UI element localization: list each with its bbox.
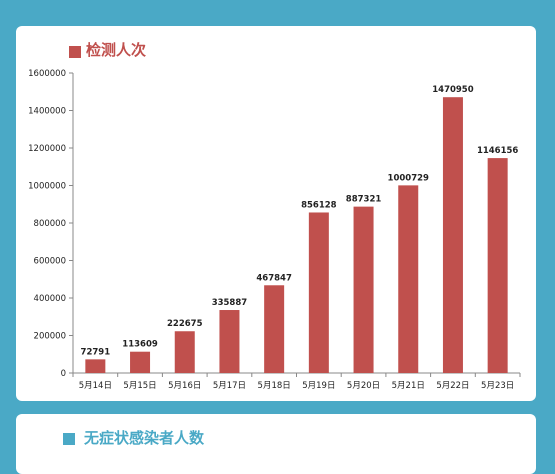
x-tick-label: 5月23日: [481, 381, 514, 391]
bar: [353, 206, 374, 373]
x-tick-label: 5月14日: [79, 381, 112, 391]
x-tick-label: 5月15日: [123, 381, 156, 391]
bar-value-label: 222675: [167, 319, 203, 329]
y-tick-label: 1200000: [28, 144, 66, 154]
bar-value-label: 887321: [346, 195, 382, 205]
y-tick-label: 0: [61, 369, 66, 379]
bar: [130, 351, 151, 373]
bar-value-label: 335887: [212, 298, 248, 308]
bar: [174, 331, 195, 373]
x-tick-label: 5月19日: [302, 381, 335, 391]
card-title: 检测人次: [86, 41, 147, 59]
bar: [85, 359, 106, 373]
x-tick-label: 5月17日: [213, 381, 246, 391]
bar: [487, 158, 508, 373]
y-tick-label: 400000: [34, 294, 66, 304]
y-tick-label: 600000: [34, 257, 66, 267]
y-tick-label: 800000: [34, 219, 66, 229]
x-tick-label: 5月20日: [347, 381, 380, 391]
title-square-icon: [63, 433, 75, 445]
x-tick-label: 5月21日: [392, 381, 425, 391]
title-square-icon: [69, 46, 81, 58]
y-tick-label: 1600000: [28, 69, 66, 79]
bar-value-label: 72791: [81, 347, 111, 357]
bar-value-label: 1000729: [388, 173, 429, 183]
bar-value-label: 1470950: [432, 85, 473, 95]
bar-chart: 0 200000 400000 600000 800000 1000000 1200000 1…: [28, 69, 521, 391]
bar: [264, 285, 285, 373]
bar-value-label: 856128: [301, 200, 337, 210]
asymptomatic-card: 无症状感染者人数: [16, 414, 536, 474]
bar-value-label: 113609: [122, 340, 158, 350]
y-tick-label: 200000: [34, 332, 66, 342]
bar: [442, 97, 463, 374]
x-tick-label: 5月18日: [258, 381, 291, 391]
bar: [219, 310, 240, 373]
y-tick-label: 1400000: [28, 107, 66, 117]
x-tick-label: 5月22日: [436, 381, 469, 391]
x-tick-label: 5月16日: [168, 381, 201, 391]
bar-value-label: 1146156: [477, 146, 518, 156]
bar: [398, 185, 419, 373]
test-count-card: 检测人次 0 200000 400000 600000 800000 1000000 120…: [16, 26, 536, 401]
bar: [308, 212, 329, 373]
bar-value-label: 467847: [256, 273, 292, 283]
y-tick-label: 1000000: [28, 182, 66, 192]
card-title: 无症状感染者人数: [84, 429, 205, 447]
